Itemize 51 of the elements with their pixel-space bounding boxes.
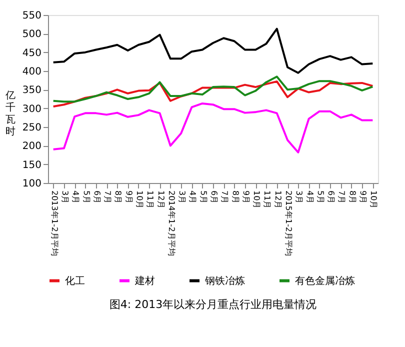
x-tick-label: 4月 xyxy=(188,190,198,204)
y-tick-label: 300 xyxy=(22,104,42,115)
x-tick-label: 6月 xyxy=(210,190,218,204)
x-tick-label: 4月 xyxy=(305,190,314,204)
y-tick-label: 350 xyxy=(22,85,42,96)
x-tick-label: 8月 xyxy=(114,190,123,204)
line-series xyxy=(52,76,374,103)
x-tick-label: 3月 xyxy=(178,190,187,204)
x-tick-label: 2013年1-2月平均 xyxy=(50,190,59,256)
legend-label: 化工 xyxy=(65,274,85,287)
line-series xyxy=(52,28,374,74)
y-tick-label: 100 xyxy=(22,178,42,190)
y-tick-label: 450 xyxy=(22,48,42,59)
y-tick-label: 550 xyxy=(22,10,42,22)
line-series xyxy=(52,102,374,154)
x-tick-label: 3月 xyxy=(294,190,304,204)
legend-label: 钢铁冶炼 xyxy=(204,274,245,287)
x-tick-label: 3月 xyxy=(60,190,70,204)
x-tick-label: 7月 xyxy=(220,190,230,204)
text: 图4: 2013年以来分月重点行业用电量情况 xyxy=(109,298,317,311)
x-tick-label: 9月 xyxy=(124,190,134,204)
y-tick-label: 150 xyxy=(22,160,42,171)
x-tick-label: 8月 xyxy=(230,190,240,204)
x-tick-label: 12月 xyxy=(156,190,166,209)
x-tick-label: 10月 xyxy=(252,190,262,209)
y-axis-title: 亿千瓦时 xyxy=(4,90,16,138)
x-tick-label: 10月 xyxy=(134,190,144,209)
x-tick-label: 7月 xyxy=(337,190,346,204)
x-tick-label: 6月 xyxy=(92,190,102,204)
x-tick-label: 12月 xyxy=(273,190,282,209)
x-tick-label: 11月 xyxy=(262,190,272,209)
x-tick-label: 7月 xyxy=(103,190,112,204)
x-tick-label: 5月 xyxy=(82,190,91,204)
y-tick-label: 250 xyxy=(22,122,42,134)
x-tick-label: 11月 xyxy=(146,190,155,209)
x-tick-label: 10月 xyxy=(369,190,378,209)
x-tick-label: 9月 xyxy=(358,190,368,204)
x-tick-label: 5月 xyxy=(198,190,208,204)
x-tick-label: 4月 xyxy=(71,190,80,204)
legend-label: 有色金属冶炼 xyxy=(295,274,355,287)
y-tick-label: 200 xyxy=(22,141,42,152)
x-tick-label: 5月 xyxy=(316,190,325,204)
x-tick-label: 6月 xyxy=(326,190,336,204)
line-series xyxy=(52,80,374,108)
legend-label: 建材 xyxy=(134,274,155,287)
x-tick-label: 8月 xyxy=(348,190,357,204)
y-tick-label: 400 xyxy=(22,66,42,78)
x-tick-label: 2014年1-2月平均 xyxy=(166,190,176,256)
x-tick-label: 9月 xyxy=(241,190,250,204)
y-tick-label: 500 xyxy=(22,29,42,40)
x-tick-label: 2015年1-2月平均 xyxy=(284,190,294,256)
